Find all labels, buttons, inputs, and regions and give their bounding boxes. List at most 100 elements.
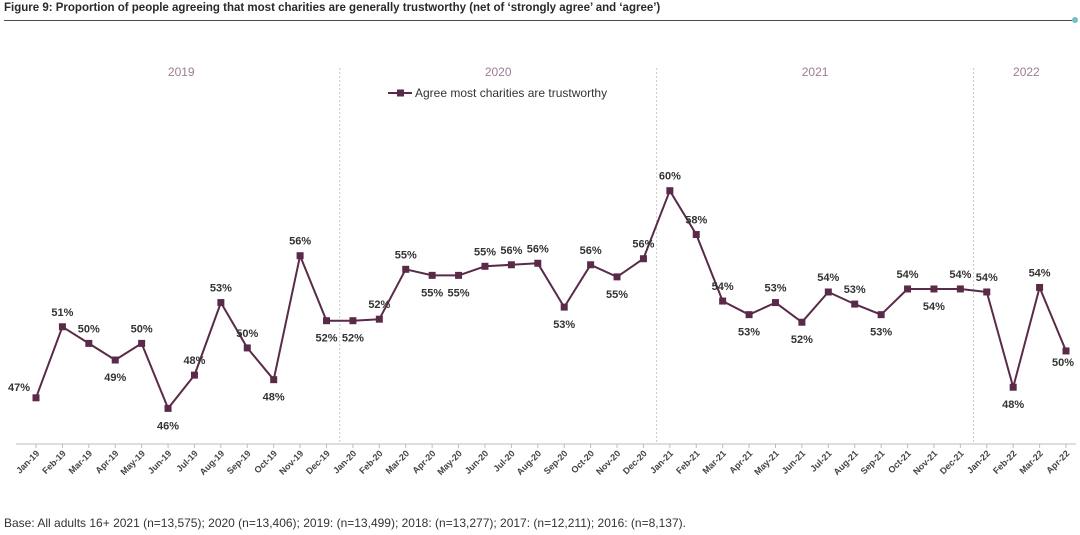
- data-point: [983, 288, 991, 296]
- data-point: [402, 265, 410, 273]
- data-point: [296, 252, 304, 260]
- title-rule-end-dot: [1072, 17, 1078, 23]
- x-tick-label: Oct-21: [886, 448, 913, 475]
- x-tick-label: Oct-20: [569, 448, 596, 475]
- data-point: [217, 299, 225, 307]
- data-label: 53%: [553, 319, 575, 331]
- x-tick-label: Sep-19: [225, 448, 253, 476]
- data-point: [851, 300, 859, 308]
- data-point: [639, 255, 647, 263]
- x-tick-label: Apr-20: [410, 448, 437, 475]
- data-label: 52%: [342, 333, 364, 345]
- data-point: [58, 323, 66, 331]
- data-label: 53%: [870, 327, 892, 339]
- data-label: 48%: [183, 355, 205, 367]
- data-point: [270, 376, 278, 384]
- x-tick-label: Feb-19: [40, 448, 68, 476]
- data-point: [745, 311, 753, 319]
- data-label: 55%: [474, 246, 496, 258]
- data-point: [666, 187, 674, 195]
- year-label: 2021: [802, 65, 829, 79]
- data-point: [692, 231, 700, 239]
- data-label: 54%: [949, 269, 971, 281]
- data-label: 58%: [685, 215, 707, 227]
- x-tick-label: Jan-20: [331, 448, 358, 475]
- data-point: [798, 318, 806, 326]
- x-tick-label: Dec-20: [621, 448, 649, 476]
- data-label: 56%: [500, 245, 522, 257]
- x-tick-label: Aug-20: [515, 448, 544, 477]
- x-tick-label: Feb-20: [357, 448, 385, 476]
- data-point: [904, 285, 912, 293]
- x-tick-label: Jan-21: [648, 448, 675, 475]
- x-tick-label: Jul-19: [174, 448, 199, 473]
- year-label: 2020: [485, 65, 512, 79]
- data-point: [323, 317, 331, 325]
- x-tick-label: Oct-19: [252, 448, 279, 475]
- x-tick-label: Sep-21: [859, 448, 887, 476]
- data-label: 54%: [1029, 267, 1051, 279]
- year-label: 2022: [1013, 65, 1040, 79]
- data-point: [613, 273, 621, 281]
- x-tick-label: Nov-19: [277, 448, 305, 476]
- data-label: 56%: [527, 243, 549, 255]
- x-tick-label: Nov-20: [594, 448, 622, 476]
- data-point: [111, 356, 119, 364]
- data-point: [719, 297, 727, 305]
- data-point: [349, 317, 357, 325]
- data-label: 53%: [738, 327, 760, 339]
- legend-marker: [397, 89, 404, 97]
- x-tick-label: Feb-21: [674, 448, 702, 476]
- data-point: [243, 344, 251, 352]
- data-label: 46%: [157, 420, 179, 432]
- base-note: Base: All adults 16+ 2021 (n=13,575); 20…: [4, 516, 686, 530]
- x-tick-label: Nov-21: [911, 448, 939, 476]
- data-point: [1009, 383, 1017, 391]
- data-point: [85, 339, 93, 347]
- data-label: 50%: [1052, 357, 1074, 369]
- data-label: 47%: [8, 382, 30, 394]
- data-label: 55%: [448, 287, 470, 299]
- data-label: 52%: [315, 333, 337, 345]
- data-label: 48%: [263, 392, 285, 404]
- data-label: 53%: [844, 284, 866, 296]
- x-tick-label: Dec-21: [938, 448, 966, 476]
- data-label: 54%: [897, 269, 919, 281]
- x-tick-label: Sep-20: [542, 448, 570, 476]
- x-tick-label: Feb-22: [991, 448, 1019, 476]
- series-line: [35, 189, 1067, 410]
- data-point: [956, 285, 964, 293]
- x-tick-label: Mar-19: [67, 448, 95, 476]
- data-label: 56%: [632, 239, 654, 251]
- data-label: 50%: [78, 323, 100, 335]
- data-label: 50%: [236, 328, 258, 340]
- data-point: [507, 261, 515, 269]
- data-label: 53%: [764, 283, 786, 295]
- x-tick-label: Jun-21: [780, 448, 808, 476]
- year-label: 2019: [168, 65, 195, 79]
- data-label: 56%: [289, 236, 311, 248]
- legend-label: Agree most charities are trustworthy: [415, 86, 607, 100]
- x-tick-label: Aug-21: [831, 448, 860, 477]
- data-point: [164, 404, 172, 412]
- data-label: 53%: [210, 283, 232, 295]
- data-point: [534, 259, 542, 267]
- data-label: 49%: [104, 372, 126, 384]
- data-point: [190, 371, 198, 379]
- x-tick-label: May-19: [118, 448, 147, 477]
- x-tick-label: Apr-22: [1044, 448, 1071, 475]
- data-point: [560, 303, 568, 311]
- x-tick-label: Mar-22: [1017, 448, 1045, 476]
- x-tick-label: Jan-22: [965, 448, 992, 475]
- x-tick-label: Jul-20: [491, 448, 516, 473]
- data-point: [428, 271, 436, 279]
- x-tick-label: Aug-19: [198, 448, 227, 477]
- x-tick-label: Mar-20: [384, 448, 412, 476]
- x-tick-label: Jan-19: [14, 448, 41, 475]
- figure-title: Figure 9: Proportion of people agreeing …: [4, 2, 661, 14]
- data-label: 56%: [580, 245, 602, 257]
- data-point: [481, 262, 489, 270]
- data-point: [32, 394, 40, 402]
- data-label: 50%: [131, 323, 153, 335]
